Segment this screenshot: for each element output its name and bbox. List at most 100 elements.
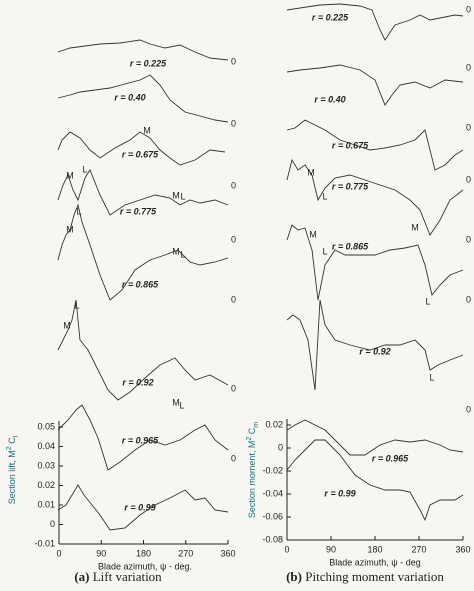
trace bbox=[57, 484, 229, 531]
y-tick-label: -0.02 bbox=[262, 465, 283, 475]
trace-label: r = 0.40 bbox=[114, 92, 145, 102]
y-axis-label: Section moment, M2 Cm bbox=[246, 422, 260, 518]
zero-label: 0 bbox=[466, 4, 471, 14]
zero-label: 0 bbox=[466, 234, 471, 244]
trace-label: r = 0.775 bbox=[120, 206, 157, 216]
peak-label: L bbox=[82, 164, 87, 174]
trace-label: r = 0.865 bbox=[332, 241, 369, 251]
trace-label: r = 0.865 bbox=[122, 279, 159, 289]
y-tick-label: 0 bbox=[50, 519, 55, 529]
lift-traces bbox=[57, 39, 229, 531]
y-label-text: Section moment, M bbox=[247, 441, 257, 519]
y-label-sup: 2 bbox=[6, 446, 13, 450]
peak-label: M bbox=[307, 167, 315, 177]
trace bbox=[286, 3, 464, 41]
peak-label: M bbox=[309, 229, 317, 239]
y-tick-label: 0.05 bbox=[37, 421, 55, 431]
y-tick-label: -0.08 bbox=[262, 534, 283, 544]
trace bbox=[286, 64, 464, 106]
x-tick-label: 180 bbox=[136, 548, 151, 558]
peak-label: L bbox=[322, 246, 327, 256]
peak-label: M bbox=[172, 397, 180, 407]
peak-label: M bbox=[63, 320, 71, 330]
y-label-sub: l bbox=[13, 435, 20, 437]
zero-label: 0 bbox=[231, 56, 236, 66]
trace-label: r = 0.40 bbox=[314, 94, 345, 104]
y-tick-label: 0.01 bbox=[37, 499, 55, 509]
trace bbox=[57, 169, 229, 216]
moment-traces bbox=[286, 3, 464, 522]
trace bbox=[286, 299, 464, 391]
zero-label: 0 bbox=[466, 62, 471, 72]
peak-label: L bbox=[425, 296, 430, 306]
trace-label: r = 0.675 bbox=[122, 149, 159, 159]
peak-label: M bbox=[172, 246, 180, 256]
x-axis-label: Blade azimuth, ψ - deg. bbox=[98, 561, 192, 571]
trace bbox=[286, 224, 464, 301]
peak-label: L bbox=[180, 191, 185, 201]
y-tick-label: 0.02 bbox=[37, 480, 55, 490]
y-label-text: Section lift, M bbox=[7, 450, 17, 504]
caption: (a) Lift variation bbox=[74, 569, 162, 584]
x-tick-label: 0 bbox=[56, 548, 61, 558]
trace bbox=[57, 74, 229, 123]
zero-label: 0 bbox=[231, 453, 236, 463]
zero-label: 0 bbox=[231, 234, 236, 244]
trace-label: r = 0.675 bbox=[332, 140, 369, 150]
y-label-c: C bbox=[247, 427, 257, 437]
caption-tag: (b) bbox=[286, 569, 302, 584]
y-tick-label: -0.04 bbox=[262, 488, 283, 498]
trace bbox=[57, 131, 226, 166]
zero-label: 0 bbox=[231, 383, 236, 393]
peak-label: M bbox=[66, 224, 74, 234]
y-tick-label: -0.06 bbox=[262, 511, 283, 521]
trace bbox=[286, 119, 464, 171]
zero-label: 0 bbox=[231, 180, 236, 190]
trace-label: r = 0.225 bbox=[130, 58, 167, 68]
peak-label: M bbox=[172, 190, 180, 200]
y-label-sup: 2 bbox=[246, 437, 253, 441]
x-tick-label: 90 bbox=[326, 544, 336, 554]
trace-label: r = 0.99 bbox=[324, 488, 355, 498]
y-tick-label: 0.02 bbox=[265, 419, 283, 429]
zero-label: 0 bbox=[466, 122, 471, 132]
x-tick-label: 270 bbox=[411, 544, 426, 554]
trace bbox=[57, 404, 229, 471]
y-tick-label: 0.04 bbox=[37, 441, 55, 451]
trace-label: r = 0.965 bbox=[372, 453, 409, 463]
zero-label: 0 bbox=[466, 294, 471, 304]
x-tick-label: 360 bbox=[455, 544, 470, 554]
x-tick-label: 360 bbox=[220, 548, 235, 558]
trace-label: r = 0.775 bbox=[332, 181, 369, 191]
peak-label: L bbox=[179, 400, 184, 410]
x-tick-label: 180 bbox=[367, 544, 382, 554]
peak-label: L bbox=[429, 372, 434, 382]
trace bbox=[286, 439, 464, 522]
x-tick-label: 90 bbox=[96, 548, 106, 558]
caption-text: Pitching moment variation bbox=[305, 569, 444, 584]
trace bbox=[57, 203, 229, 301]
zero-label: 0 bbox=[231, 294, 236, 304]
trace-label: r = 0.225 bbox=[312, 12, 349, 22]
peak-label: M bbox=[66, 170, 74, 180]
y-tick-label: -0.01 bbox=[34, 538, 55, 548]
trace bbox=[286, 419, 464, 456]
trace bbox=[286, 158, 464, 236]
trace-label: r = 0.92 bbox=[359, 346, 390, 356]
trace-label: r = 0.965 bbox=[122, 435, 159, 445]
trace bbox=[57, 299, 229, 401]
trace-label: r = 0.99 bbox=[124, 502, 155, 512]
peak-label: L bbox=[322, 191, 327, 201]
y-axis-label: Section lift, M2 Cl bbox=[6, 435, 20, 504]
zero-label: 0 bbox=[466, 174, 471, 184]
x-axis-label: Blade azimuth, ψ - deg bbox=[329, 557, 420, 567]
peak-label: L bbox=[74, 300, 79, 310]
peak-label: L bbox=[180, 249, 185, 259]
trace bbox=[57, 39, 229, 61]
x-tick-label: 0 bbox=[284, 544, 289, 554]
peak-label: M bbox=[411, 222, 419, 232]
y-label-c: C bbox=[7, 437, 17, 447]
caption-tag: (a) bbox=[74, 569, 89, 584]
peak-label: M bbox=[143, 125, 151, 135]
